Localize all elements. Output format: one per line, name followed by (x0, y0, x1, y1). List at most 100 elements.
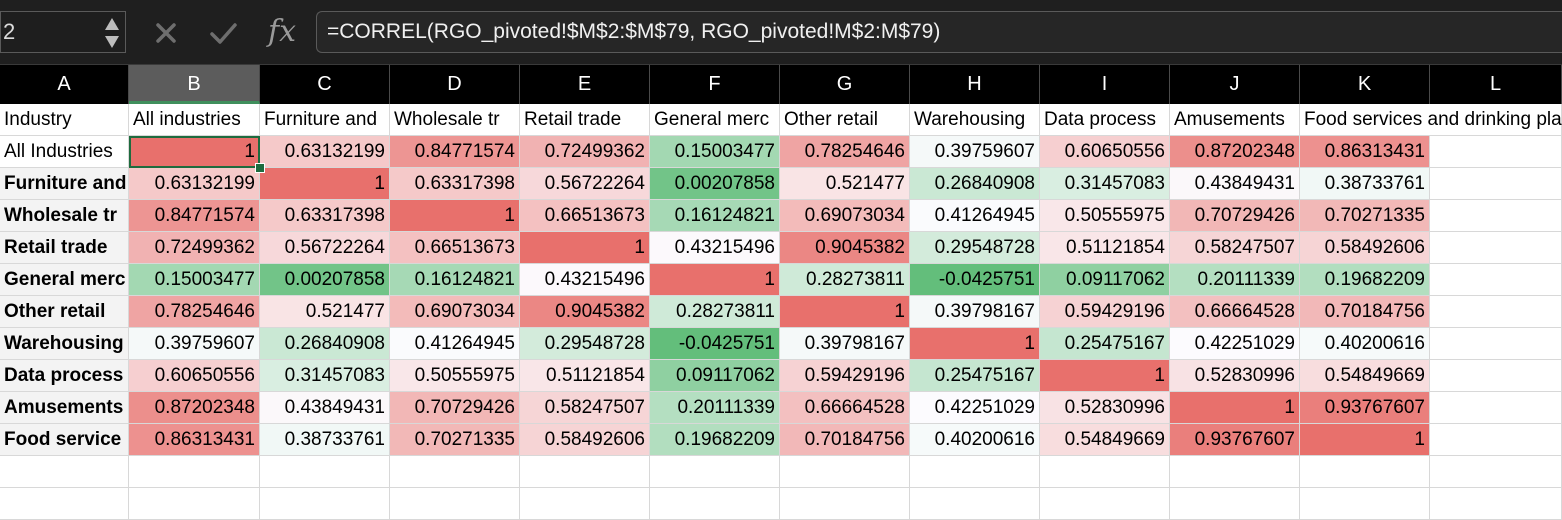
table-cell[interactable]: 0.521477 (780, 168, 910, 200)
table-cell[interactable]: 0.9045382 (780, 232, 910, 264)
table-cell[interactable]: 0.38733761 (1300, 168, 1430, 200)
table-cell[interactable]: 0.41264945 (390, 328, 520, 360)
table-cell[interactable]: 0.70184756 (1300, 296, 1430, 328)
table-cell[interactable]: 0.87202348 (129, 392, 260, 424)
row-label[interactable]: General merc (0, 264, 129, 296)
table-cell[interactable]: 0.63132199 (260, 136, 390, 168)
table-cell[interactable]: 0.43215496 (650, 232, 780, 264)
table-cell[interactable]: 0.69073034 (780, 200, 910, 232)
table-cell[interactable]: 0.87202348 (1170, 136, 1300, 168)
header-cell-i[interactable]: Data process (1040, 104, 1170, 136)
table-cell[interactable]: 0.15003477 (650, 136, 780, 168)
fill-handle[interactable] (255, 163, 265, 173)
table-cell[interactable]: 0.63317398 (390, 168, 520, 200)
table-cell[interactable]: 0.39759607 (129, 328, 260, 360)
row-label[interactable]: Furniture and (0, 168, 129, 200)
table-cell[interactable]: 0.84771574 (390, 136, 520, 168)
table-cell[interactable]: 0.16124821 (390, 264, 520, 296)
header-cell-j[interactable]: Amusements (1170, 104, 1300, 136)
table-cell[interactable]: 0.58492606 (520, 424, 650, 456)
table-cell[interactable]: 0.50555975 (1040, 200, 1170, 232)
table-cell[interactable]: 0.43849431 (260, 392, 390, 424)
header-cell-e[interactable]: Retail trade (520, 104, 650, 136)
table-cell[interactable] (1430, 424, 1562, 456)
empty-cell[interactable] (390, 456, 520, 488)
table-cell[interactable]: 0.59429196 (1040, 296, 1170, 328)
empty-cell[interactable] (1040, 456, 1170, 488)
table-cell[interactable]: 0.9045382 (520, 296, 650, 328)
table-cell[interactable] (1430, 232, 1562, 264)
table-cell[interactable]: 0.50555975 (390, 360, 520, 392)
table-cell[interactable]: 0.25475167 (910, 360, 1040, 392)
column-header-e[interactable]: E (520, 65, 650, 104)
table-cell[interactable]: 0.52830996 (1040, 392, 1170, 424)
header-cell-k[interactable]: Food services and drinking places (1300, 104, 1562, 136)
table-cell[interactable]: 0.70184756 (780, 424, 910, 456)
table-cell[interactable]: 0.69073034 (390, 296, 520, 328)
chevron-up-icon[interactable] (105, 18, 119, 30)
table-cell[interactable]: 0.63317398 (260, 200, 390, 232)
table-cell[interactable]: 0.93767607 (1170, 424, 1300, 456)
empty-cell[interactable] (129, 488, 260, 520)
table-cell[interactable]: 1 (520, 232, 650, 264)
empty-cell[interactable] (520, 456, 650, 488)
empty-cell[interactable] (1300, 488, 1430, 520)
table-cell[interactable]: 0.16124821 (650, 200, 780, 232)
table-cell[interactable]: -0.0425751 (910, 264, 1040, 296)
name-box-stepper[interactable] (105, 16, 119, 50)
table-cell[interactable]: 0.78254646 (129, 296, 260, 328)
table-cell[interactable]: 0.66664528 (780, 392, 910, 424)
column-header-k[interactable]: K (1300, 65, 1430, 104)
table-cell[interactable]: 0.66513673 (390, 232, 520, 264)
table-cell[interactable]: 0.31457083 (1040, 168, 1170, 200)
empty-cell[interactable] (780, 456, 910, 488)
table-cell[interactable]: 0.28273811 (650, 296, 780, 328)
empty-cell[interactable] (390, 488, 520, 520)
table-cell[interactable]: 0.09117062 (650, 360, 780, 392)
header-cell-f[interactable]: General merc (650, 104, 780, 136)
empty-cell[interactable] (260, 456, 390, 488)
chevron-down-icon[interactable] (105, 36, 119, 48)
table-cell[interactable]: 0.19682209 (650, 424, 780, 456)
table-cell[interactable]: 0.52830996 (1170, 360, 1300, 392)
table-cell[interactable]: 1 (1170, 392, 1300, 424)
table-cell[interactable]: 0.39798167 (780, 328, 910, 360)
table-cell[interactable]: 1 (129, 136, 260, 168)
header-cell-g[interactable]: Other retail (780, 104, 910, 136)
empty-cell[interactable] (1300, 456, 1430, 488)
header-cell-d[interactable]: Wholesale tr (390, 104, 520, 136)
empty-cell[interactable] (0, 456, 129, 488)
table-cell[interactable]: 0.00207858 (650, 168, 780, 200)
empty-cell[interactable] (1430, 456, 1562, 488)
column-header-i[interactable]: I (1040, 65, 1170, 104)
column-header-l[interactable]: L (1430, 65, 1562, 104)
table-cell[interactable]: 0.70729426 (390, 392, 520, 424)
table-cell[interactable]: 1 (780, 296, 910, 328)
table-cell[interactable]: 0.40200616 (1300, 328, 1430, 360)
table-cell[interactable]: 0.72499362 (520, 136, 650, 168)
table-cell[interactable]: 1 (1300, 424, 1430, 456)
table-cell[interactable]: 0.29548728 (910, 232, 1040, 264)
column-header-c[interactable]: C (260, 65, 390, 104)
table-cell[interactable] (1430, 168, 1562, 200)
table-cell[interactable]: 0.70729426 (1170, 200, 1300, 232)
header-cell-c[interactable]: Furniture and (260, 104, 390, 136)
table-cell[interactable] (1430, 200, 1562, 232)
table-cell[interactable]: 0.09117062 (1040, 264, 1170, 296)
table-cell[interactable]: 0.25475167 (1040, 328, 1170, 360)
table-cell[interactable]: 0.20111339 (1170, 264, 1300, 296)
table-cell[interactable] (1430, 296, 1562, 328)
table-cell[interactable]: 0.60650556 (129, 360, 260, 392)
table-cell[interactable]: 0.56722264 (260, 232, 390, 264)
table-cell[interactable]: 0.15003477 (129, 264, 260, 296)
table-cell[interactable] (1430, 328, 1562, 360)
table-cell[interactable]: 0.59429196 (780, 360, 910, 392)
header-cell-h[interactable]: Warehousing (910, 104, 1040, 136)
table-cell[interactable]: 0.63132199 (129, 168, 260, 200)
table-cell[interactable] (1430, 264, 1562, 296)
empty-cell[interactable] (129, 456, 260, 488)
table-cell[interactable]: 0.58247507 (1170, 232, 1300, 264)
empty-cell[interactable] (650, 456, 780, 488)
table-cell[interactable]: 0.60650556 (1040, 136, 1170, 168)
table-cell[interactable]: 0.51121854 (1040, 232, 1170, 264)
